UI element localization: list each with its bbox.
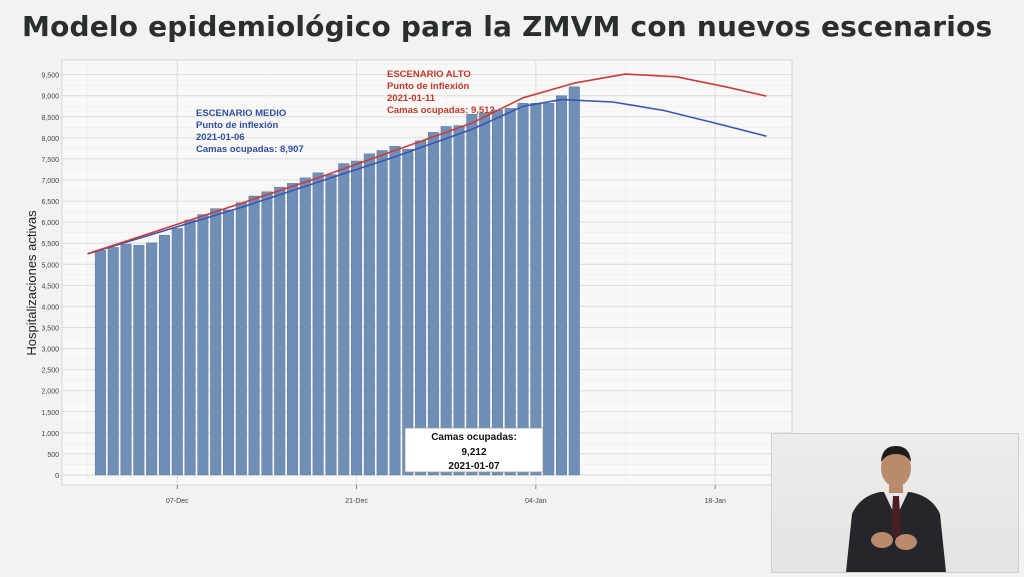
bar — [363, 153, 375, 476]
y-tick-label: 5,000 — [41, 262, 59, 269]
bar — [530, 103, 542, 476]
bar — [197, 214, 209, 476]
annotation-current: Camas ocupadas: 9,212 2021-01-07 — [404, 427, 544, 473]
bar — [171, 228, 183, 476]
plot-panel — [61, 59, 793, 486]
current-box-line: 2021-01-07 — [448, 461, 500, 472]
bar — [133, 245, 145, 476]
bar — [146, 242, 158, 476]
sign-language-interpreter-inset — [771, 433, 1019, 573]
current-box-line: 9,212 — [461, 447, 486, 458]
bar — [479, 112, 491, 476]
bar — [402, 148, 414, 476]
y-tick-label: 500 — [47, 452, 59, 459]
bar — [491, 109, 503, 476]
y-tick-label: 3,500 — [41, 326, 59, 333]
y-tick-label: 3,000 — [41, 347, 59, 354]
bar — [235, 202, 247, 476]
bar — [466, 114, 478, 476]
bar — [504, 108, 516, 476]
y-tick-label: 0 — [55, 473, 59, 480]
y-tick-label: 9,500 — [41, 73, 59, 80]
bar — [210, 208, 222, 476]
bar — [376, 150, 388, 476]
bar — [415, 140, 427, 476]
y-tick-label: 8,500 — [41, 115, 59, 122]
series-lines — [87, 73, 767, 255]
annotation-medio-line: 2021-01-06 — [196, 132, 245, 143]
bar — [261, 191, 273, 476]
bar — [517, 103, 529, 476]
y-tick-label: 7,500 — [41, 157, 59, 164]
bar — [440, 126, 452, 476]
annotation-alto-line: Camas ocupadas: 9,512 — [387, 105, 495, 116]
y-tick-label: 7,000 — [41, 178, 59, 185]
bar — [94, 250, 106, 476]
bars-group — [94, 86, 580, 476]
y-tick-label: 6,500 — [41, 199, 59, 206]
annotation-medio-line: Camas ocupadas: 8,907 — [196, 144, 304, 155]
annotation-alto-line: Punto de inflexión — [387, 81, 470, 92]
x-tick-label: 04-Jan — [525, 498, 547, 505]
bar — [184, 219, 196, 476]
y-axis-label: Hospitalizaciones activas — [24, 210, 39, 356]
bar — [555, 95, 567, 476]
current-box — [404, 427, 544, 473]
bar — [120, 243, 132, 476]
y-tick-label: 4,500 — [41, 283, 59, 290]
bar — [312, 172, 324, 476]
bar — [158, 234, 170, 476]
bar — [389, 146, 401, 476]
x-axis: 07-Dec 21-Dec 04-Jan 18-Jan — [166, 485, 726, 505]
y-tick-label: 9,000 — [41, 94, 59, 101]
y-tick-label: 6,000 — [41, 220, 59, 227]
bar — [274, 186, 286, 476]
y-tick-label: 5,500 — [41, 241, 59, 248]
x-tick-label: 07-Dec — [166, 498, 189, 505]
y-axis: 0 500 1,000 1,500 2,000 2,500 3,000 3,500 4,000 4… — [41, 73, 59, 480]
annotation-alto-line: ESCENARIO ALTO — [387, 69, 471, 80]
bar — [351, 160, 363, 476]
bar — [107, 247, 119, 476]
y-tick-label: 2,500 — [41, 368, 59, 375]
interpreter-figure — [846, 446, 946, 572]
series-line-medio — [87, 98, 767, 255]
y-tick-label: 8,000 — [41, 136, 59, 143]
bar — [453, 125, 465, 476]
bar — [248, 195, 260, 476]
grid-lines — [62, 60, 792, 485]
bar — [338, 163, 350, 476]
annotation-medio-line: Punto de inflexión — [196, 120, 279, 131]
x-tick-label: 18-Jan — [704, 498, 726, 505]
bar — [568, 86, 580, 476]
bar — [325, 174, 337, 476]
y-tick-label: 4,000 — [41, 304, 59, 311]
annotation-medio-line: ESCENARIO MEDIO — [196, 108, 286, 119]
x-tick-label: 21-Dec — [345, 498, 368, 505]
current-box-line: Camas ocupadas: — [431, 432, 517, 443]
bar — [299, 177, 311, 476]
slide-title: Modelo epidemiológico para la ZMVM con n… — [22, 10, 993, 43]
series-line-alto — [87, 73, 767, 255]
y-tick-label: 1,000 — [41, 431, 59, 438]
annotation-alto-line: 2021-01-11 — [387, 93, 436, 104]
bar — [427, 132, 439, 476]
bar — [287, 183, 299, 476]
bar — [543, 103, 555, 476]
y-tick-label: 2,000 — [41, 389, 59, 396]
y-tick-label: 1,500 — [41, 410, 59, 417]
bar — [222, 209, 234, 476]
